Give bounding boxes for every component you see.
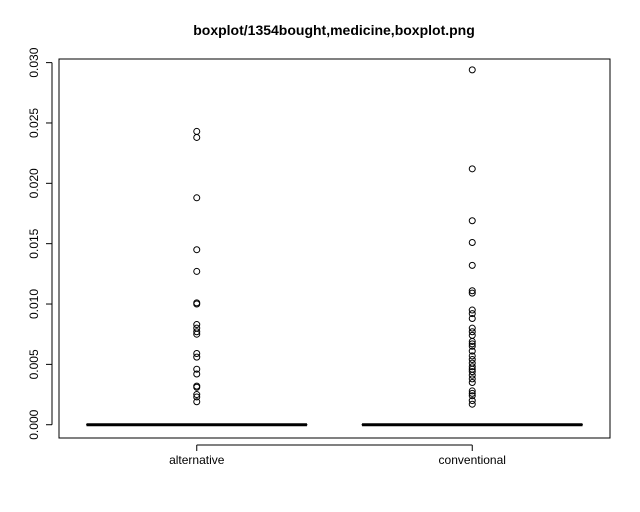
outlier-point [193,194,201,202]
outlier-point [193,398,201,406]
outlier-point [468,368,476,376]
outlier-point [193,350,201,358]
outlier-point [193,365,201,373]
outlier-point [193,353,201,361]
outlier-point [468,340,476,348]
outlier-point [468,387,476,395]
outlier-point [468,217,476,225]
y-tick-label: 0.010 [27,289,41,319]
outlier-point [468,66,476,74]
outlier-point [468,289,476,297]
y-tick-label: 0.025 [27,108,41,138]
outlier-point [468,342,476,350]
x-tick-label: conventional [439,453,506,467]
outlier-point [468,238,476,246]
outlier-point [193,370,201,378]
outlier-point [468,378,476,386]
outlier-point [193,383,201,391]
outlier-point [468,261,476,269]
outlier-point [193,330,201,338]
y-axis: 0.000 0.005 0.010 0.015 0.020 0.025 0.030 [27,47,53,440]
outlier-point [193,321,201,329]
outlier-point [468,375,476,383]
outlier-point [468,337,476,345]
outlier-point [468,352,476,360]
x-tick-label: alternative [169,453,225,467]
y-tick-label: 0.030 [27,47,41,77]
outlier-point [468,363,476,371]
outliers [193,66,476,408]
outlier-point [193,246,201,254]
outlier-point [468,328,476,336]
outlier-point [468,310,476,318]
plot-frame [58,58,611,439]
outlier-point [193,391,201,399]
outlier-point [193,300,201,308]
outlier-point [468,397,476,405]
outlier-point [468,315,476,323]
y-tick-label: 0.005 [27,349,41,379]
outlier-point [468,306,476,314]
outlier-point [193,328,201,336]
y-tick-label: 0.000 [27,409,41,439]
outlier-point [468,371,476,379]
outlier-point [468,356,476,364]
x-axis: alternative conventional [169,444,506,467]
outlier-point [468,331,476,339]
y-tick-label: 0.015 [27,228,41,258]
chart-title: boxplot/1354bought,medicine,boxplot.png [193,22,475,38]
outlier-point [193,267,201,275]
outlier-point [468,400,476,408]
outlier-point [468,165,476,173]
outlier-point [468,392,476,400]
y-tick-label: 0.020 [27,168,41,198]
outlier-point [468,287,476,295]
outlier-point [468,347,476,355]
outlier-point [193,127,201,135]
outlier-point [468,389,476,397]
outlier-point [468,324,476,332]
outlier-point [193,393,201,401]
outlier-point [193,133,201,141]
